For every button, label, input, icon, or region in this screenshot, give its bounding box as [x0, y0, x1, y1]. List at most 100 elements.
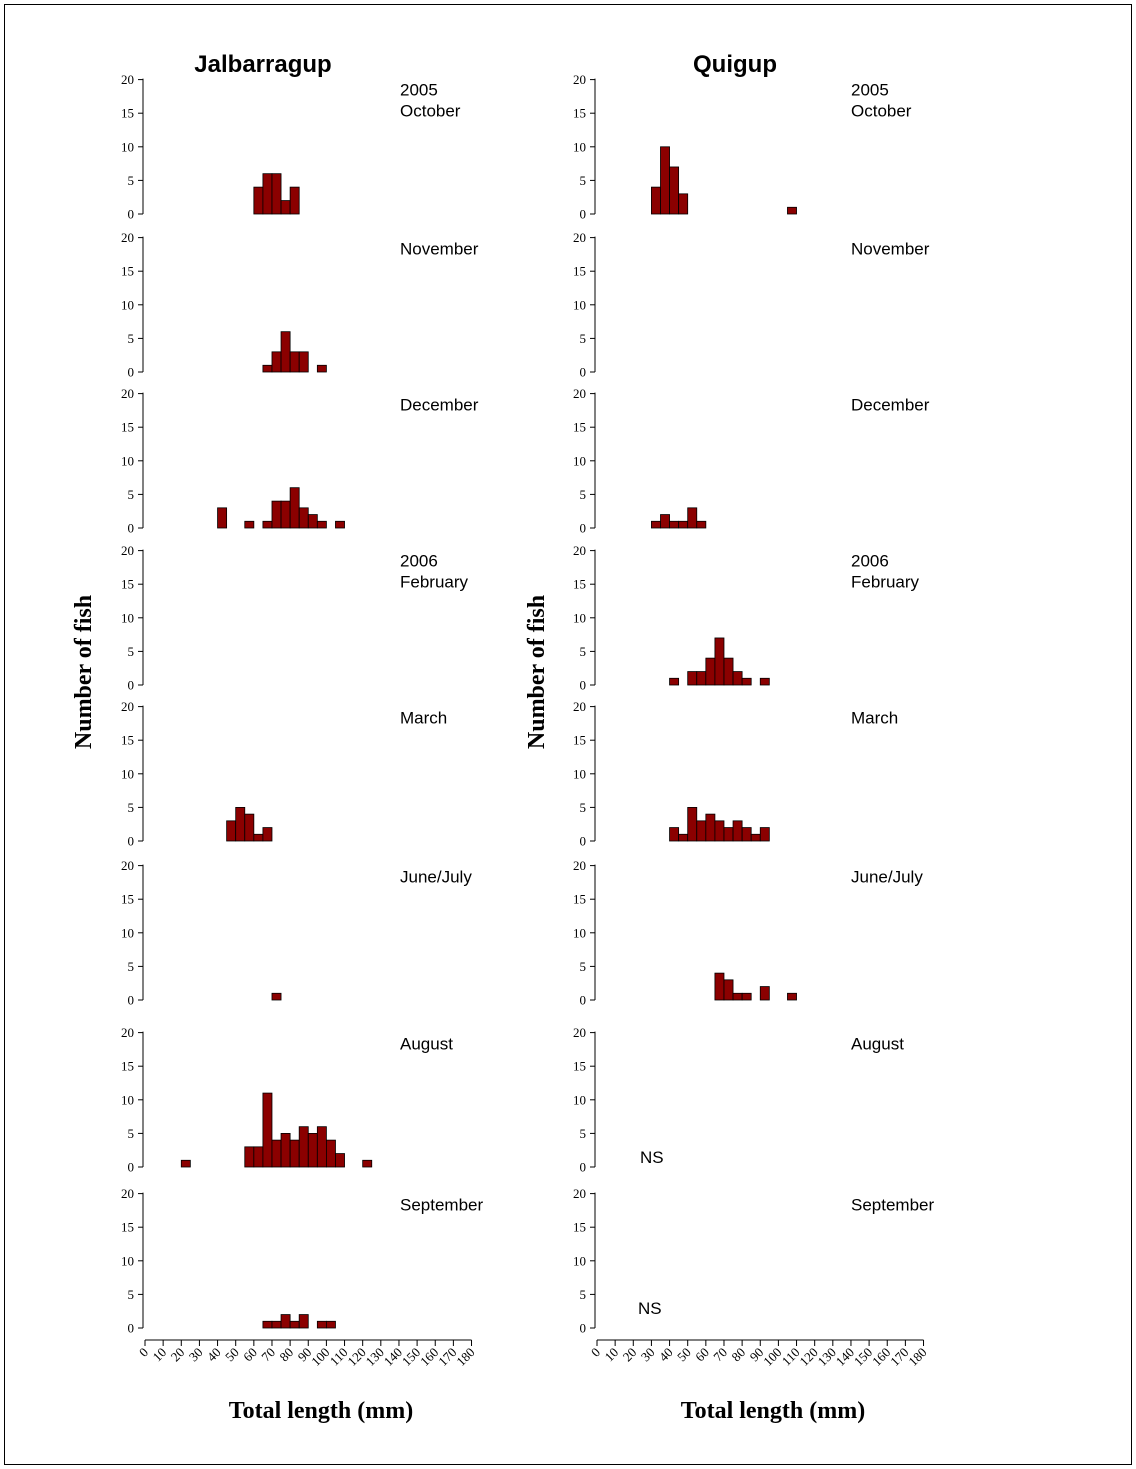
histogram-bar [696, 671, 707, 686]
y-tick-label: 15 [121, 892, 134, 907]
x-tick-label: 180 [453, 1345, 477, 1369]
x-tick-label: 60 [240, 1345, 260, 1365]
y-tick-label: 0 [580, 207, 587, 222]
panel-month: June/July [851, 868, 923, 887]
y-tick-label: 20 [121, 1186, 134, 1201]
x-tick-label: 80 [276, 1345, 296, 1365]
y-tick-label: 10 [573, 925, 586, 940]
histogram-bar [705, 813, 716, 842]
panel-year: 2005 [400, 81, 438, 100]
not-sampled-note: NS [638, 1299, 662, 1318]
histogram-bar [723, 657, 734, 686]
histogram-bar [307, 1133, 318, 1168]
x-tick-label: 70 [710, 1345, 730, 1365]
histogram-bar [262, 173, 273, 215]
not-sampled-note: NS [640, 1148, 664, 1167]
y-tick-label: 20 [573, 230, 586, 245]
panel-month: October [400, 102, 461, 121]
panel-month: August [851, 1035, 904, 1054]
y-tick-label: 20 [121, 386, 134, 401]
histogram-bar [696, 520, 707, 529]
y-tick-label: 10 [573, 610, 586, 625]
histogram-bar [669, 677, 680, 686]
histogram-bar [325, 1139, 336, 1168]
histogram-bar [289, 1139, 300, 1168]
histogram-bar [244, 1146, 255, 1168]
histogram-bar [307, 514, 318, 529]
y-tick-label: 0 [128, 521, 135, 536]
y-tick-label: 15 [573, 892, 586, 907]
y-tick-label: 0 [580, 993, 587, 1008]
histogram-bar [280, 200, 291, 215]
x-tick-label: 50 [222, 1345, 242, 1365]
site-title: Jalbarragup [194, 51, 331, 78]
histogram-bar [271, 173, 282, 215]
y-tick-label: 20 [573, 1025, 586, 1040]
y-tick-label: 0 [128, 678, 135, 693]
histogram-bar [271, 500, 282, 529]
panel-0: 0 5 10 15 20 2005 October [121, 72, 461, 221]
panel-month: March [400, 709, 447, 728]
panel-5: 0 5 10 15 20 June/July [121, 858, 472, 1007]
histogram-bar [362, 1159, 373, 1168]
histogram-bar [289, 186, 300, 215]
y-tick-label: 0 [128, 993, 135, 1008]
y-tick-label: 10 [573, 297, 586, 312]
y-tick-label: 15 [573, 1059, 586, 1074]
x-tick-label: 0 [136, 1345, 151, 1360]
panel-0: 0 5 10 15 20 2005 October [573, 72, 912, 221]
y-tick-label: 15 [121, 106, 134, 121]
y-tick-label: 5 [580, 173, 587, 188]
panel-2: 0 5 10 15 20 December [573, 386, 930, 535]
histogram-bar [750, 833, 761, 842]
panel-7: 0 5 10 15 20 September [121, 1186, 483, 1335]
y-tick-label: 0 [580, 521, 587, 536]
y-tick-label: 15 [573, 420, 586, 435]
y-tick-label: 0 [580, 365, 587, 380]
histogram-bar [732, 820, 743, 842]
y-tick-label: 5 [580, 1126, 587, 1141]
y-tick-label: 20 [121, 72, 134, 87]
y-tick-label: 15 [573, 577, 586, 592]
y-tick-label: 5 [580, 800, 587, 815]
histogram-bar [262, 1320, 273, 1329]
histogram-bar [732, 992, 743, 1001]
x-tick-label: 10 [149, 1345, 169, 1365]
y-tick-label: 5 [580, 1287, 587, 1302]
y-tick-label: 15 [573, 264, 586, 279]
histogram-bar [235, 807, 246, 842]
histogram-bar [687, 671, 698, 686]
histogram-bar [696, 820, 707, 842]
y-tick-label: 5 [128, 959, 135, 974]
y-tick-label: 5 [128, 331, 135, 346]
histogram-bar [262, 1092, 273, 1168]
y-tick-label: 20 [121, 858, 134, 873]
histogram-bar [660, 514, 670, 529]
histogram-bar [678, 193, 689, 215]
panel-month: September [400, 1196, 483, 1215]
y-axis-label: Number of fish [524, 595, 550, 749]
x-tick-label: 20 [620, 1345, 640, 1365]
panel-year: 2005 [851, 81, 889, 100]
y-tick-label: 5 [580, 959, 587, 974]
histogram-bar [669, 827, 680, 842]
histogram-bar [787, 992, 797, 1001]
site-title: Quigup [693, 51, 777, 78]
histogram-bar [678, 520, 689, 529]
x-tick-label: 30 [638, 1345, 658, 1365]
histogram-bar [298, 351, 309, 373]
histogram-bar [316, 1126, 327, 1168]
histogram-bar [298, 507, 309, 529]
y-tick-label: 5 [128, 1287, 135, 1302]
histogram-bar [741, 992, 752, 1001]
histogram-bar [335, 520, 345, 529]
histogram-bar [714, 820, 725, 842]
y-tick-label: 20 [121, 543, 134, 558]
histogram-bar [253, 1146, 264, 1168]
y-tick-label: 5 [128, 487, 135, 502]
histogram-bar [262, 827, 273, 842]
panel-year: 2006 [400, 552, 438, 571]
x-tick-label: 20 [168, 1345, 188, 1365]
histogram-bar [651, 520, 661, 529]
